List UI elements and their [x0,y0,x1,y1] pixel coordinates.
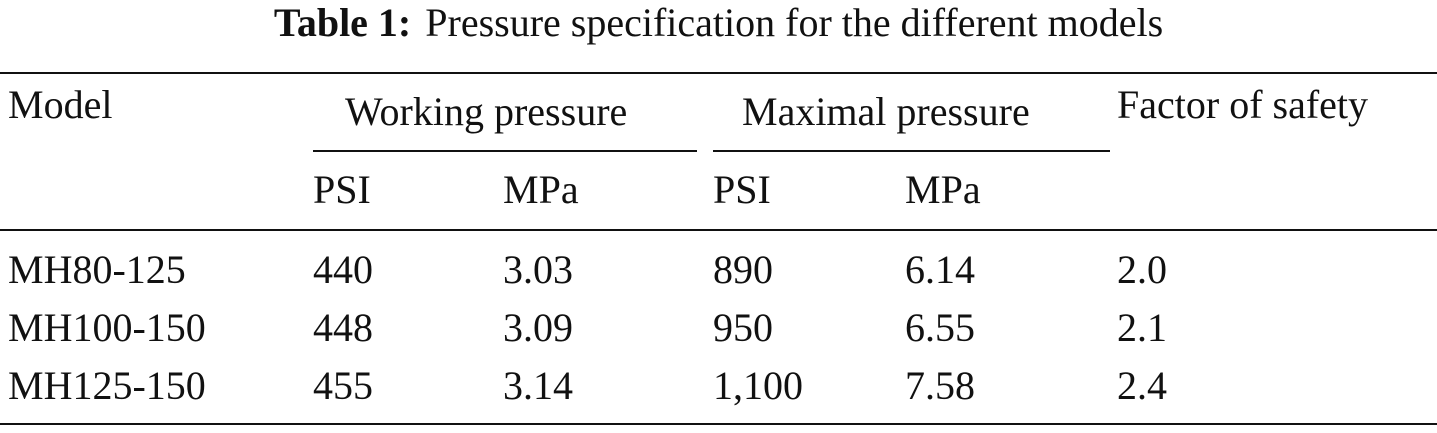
cell: 455 [313,363,373,408]
row-label: MH125-150 [8,363,206,408]
caption-label: Table 1: [273,0,412,45]
group-rule [713,150,1110,152]
cell: 3.09 [503,305,573,350]
cell: 3.14 [503,363,573,408]
subheader-cell: MPa [503,167,579,212]
cell: 6.55 [905,305,975,350]
cell: 7.58 [905,363,975,408]
cell: 890 [713,247,773,292]
cell: 2.1 [1117,305,1167,350]
header-cell: Maximal pressure [742,89,1030,134]
top-rule [0,72,1437,74]
cell: 1,100 [713,363,803,408]
cell: 440 [313,247,373,292]
subheader-cell: PSI [713,167,771,212]
row-label: MH80-125 [8,247,186,292]
cell: 448 [313,305,373,350]
cell: 3.03 [503,247,573,292]
subheader-cell: PSI [313,167,371,212]
cell: 2.4 [1117,363,1167,408]
cell: 2.0 [1117,247,1167,292]
bottom-rule [0,423,1437,425]
header-cell: Factor of safety [1117,82,1369,127]
caption-title: Pressure specification for the different… [425,0,1164,45]
group-rule [313,150,697,152]
row-label: MH100-150 [8,305,206,350]
subheader-cell: MPa [905,167,981,212]
header-cell: Model [8,82,113,127]
cell: 6.14 [905,247,975,292]
mid-rule [0,229,1437,231]
caption: Table 1: Pressure specification for the d… [0,0,1437,46]
cell: 950 [713,305,773,350]
header-cell: Working pressure [345,89,628,134]
